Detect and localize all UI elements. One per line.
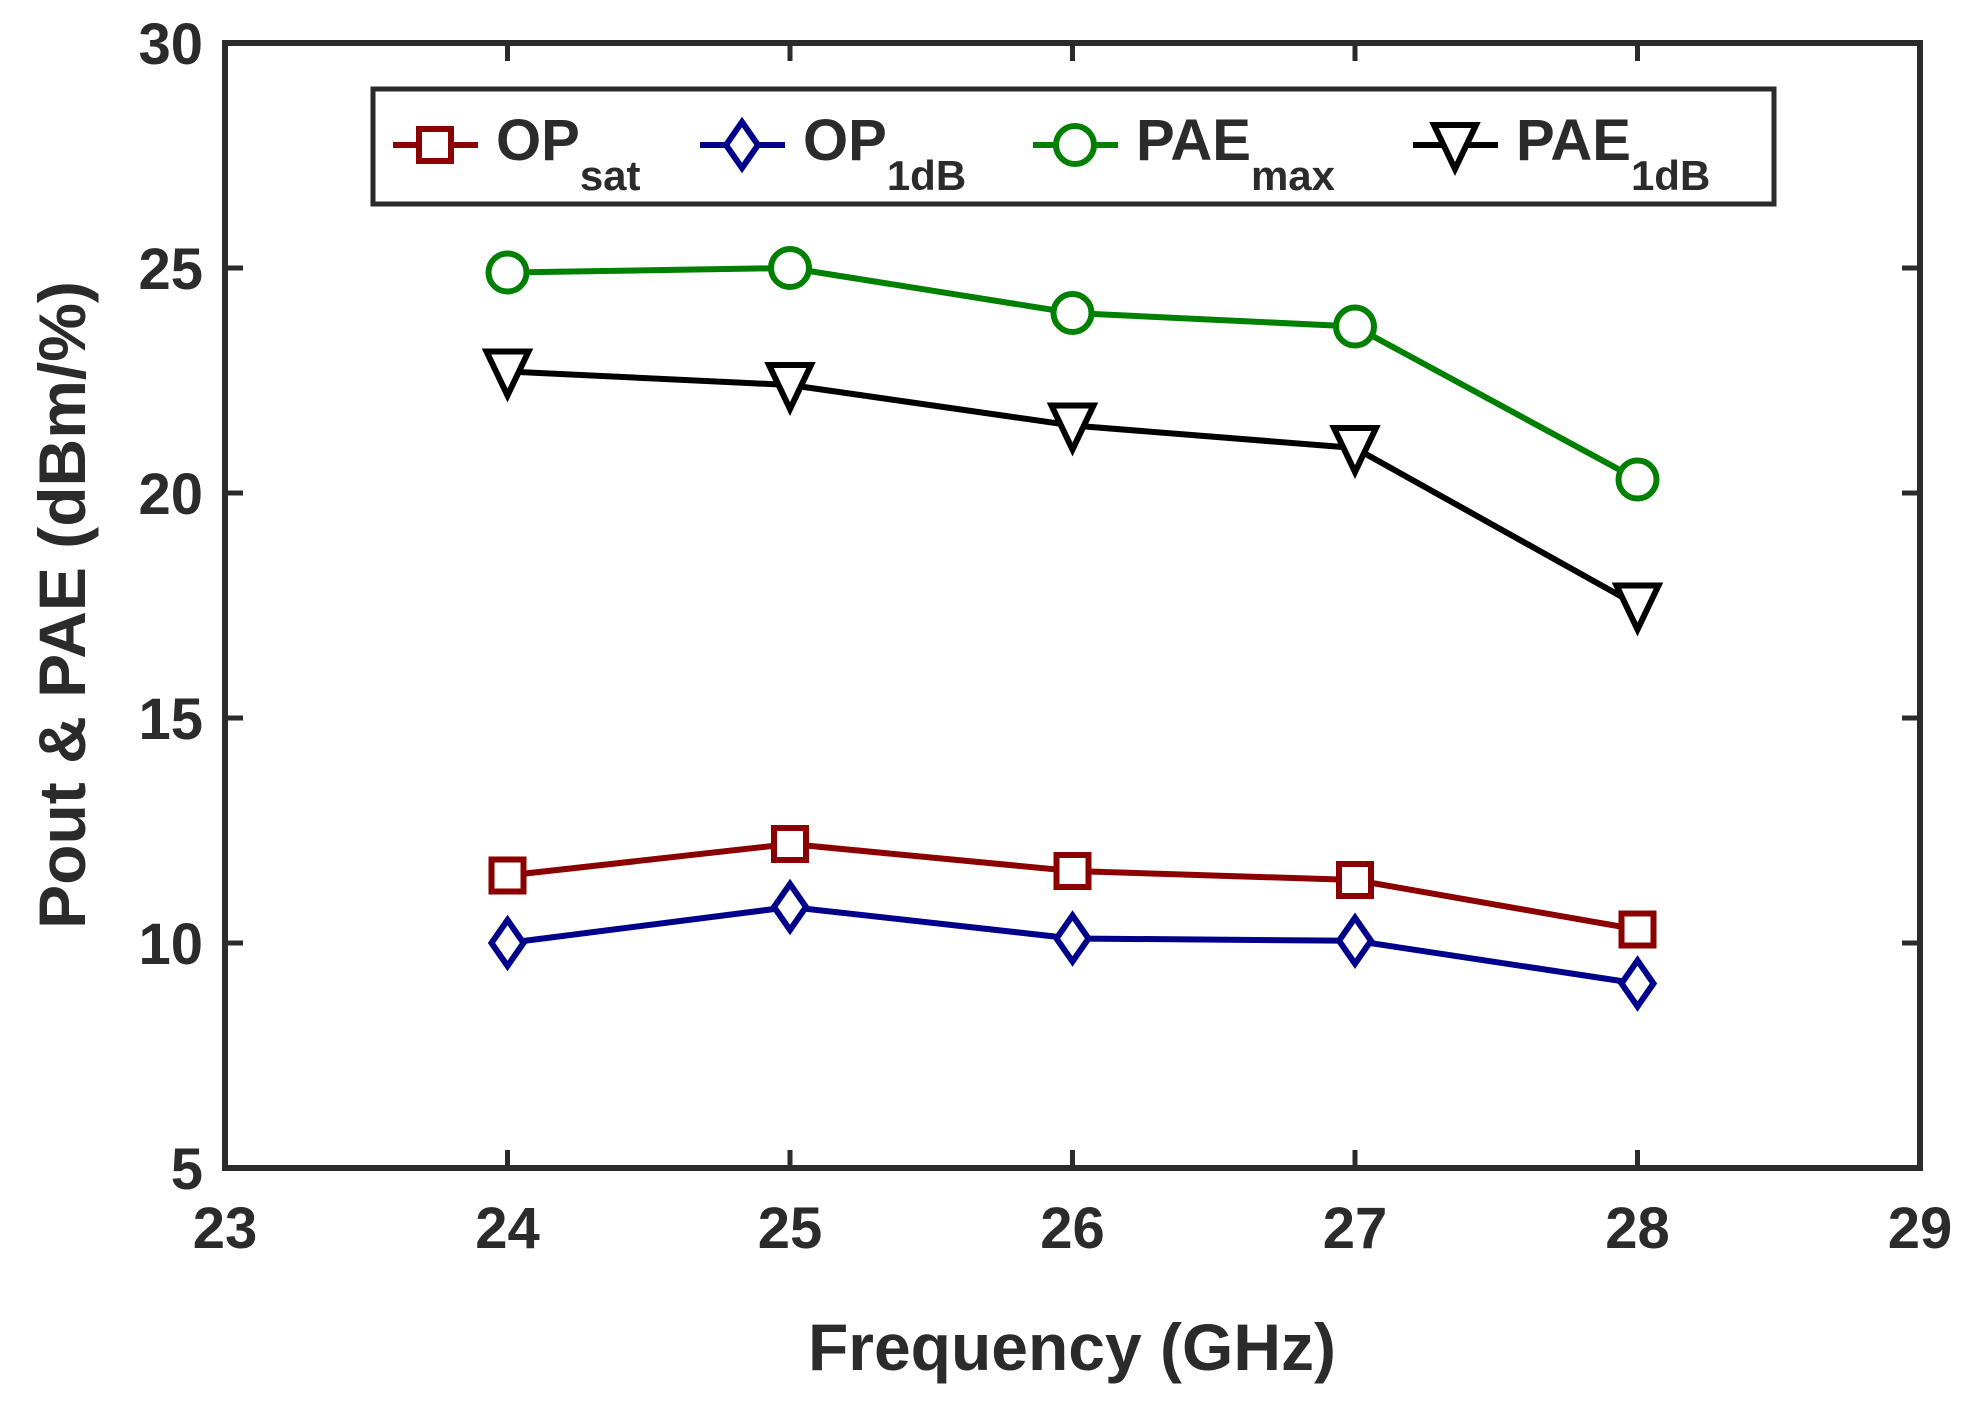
data-point-opsat [1336,861,1374,899]
data-point-op1db [1617,955,1658,1012]
y-tick-label: 5 [171,1137,203,1202]
legend-marker-opsat [416,126,454,164]
x-tick-label: 23 [193,1196,258,1261]
tick-labels: 23 24 25 26 27 28 29 5 10 15 20 25 30 [138,12,1952,1261]
data-point-pae1db [1046,402,1099,457]
series-opsat [488,825,1657,949]
series-paemax [485,246,1660,502]
data-point-opsat [1053,852,1092,890]
data-point-op1db [1335,912,1375,970]
x-tick-label: 25 [758,1196,823,1261]
y-tick-label: 15 [138,687,203,752]
series-pae1db [481,348,1664,637]
legend-marker-paemax [1053,123,1097,167]
data-point-paemax [1615,457,1660,502]
y-tick-label: 30 [138,12,203,77]
y-tick-label: 20 [138,462,203,527]
series-op1db [487,878,1658,1012]
x-tick-label: 27 [1323,1196,1388,1261]
data-point-pae1db [1329,425,1381,479]
data-point-paemax [1333,304,1377,349]
x-axis-label: Frequency (GHz) [808,1310,1336,1384]
series-layer [481,246,1664,1012]
data-point-op1db [487,914,528,972]
plot-frame [222,40,1923,1171]
y-axis-label: Pout & PAE (dBm/%) [25,281,99,929]
data-point-op1db [1052,910,1093,967]
y-tick-label: 10 [138,912,203,977]
data-point-paemax [485,250,530,295]
y-tick-label: 25 [138,237,203,302]
x-tick-label: 24 [475,1196,540,1261]
data-point-opsat [1618,910,1657,949]
x-tick-label: 26 [1040,1196,1105,1261]
data-point-paemax [1050,291,1095,335]
legend-marker-pae1db [1429,122,1481,176]
data-point-pae1db [764,362,816,416]
data-point-pae1db [1611,582,1664,637]
x-tick-label: 29 [1888,1196,1953,1261]
data-point-pae1db [481,348,534,403]
data-point-opsat [488,856,527,895]
legend-marker-op1db [722,116,762,174]
data-point-opsat [771,825,809,863]
data-point-op1db [770,878,810,936]
x-tick-label: 28 [1605,1196,1670,1261]
data-point-paemax [768,246,812,290]
